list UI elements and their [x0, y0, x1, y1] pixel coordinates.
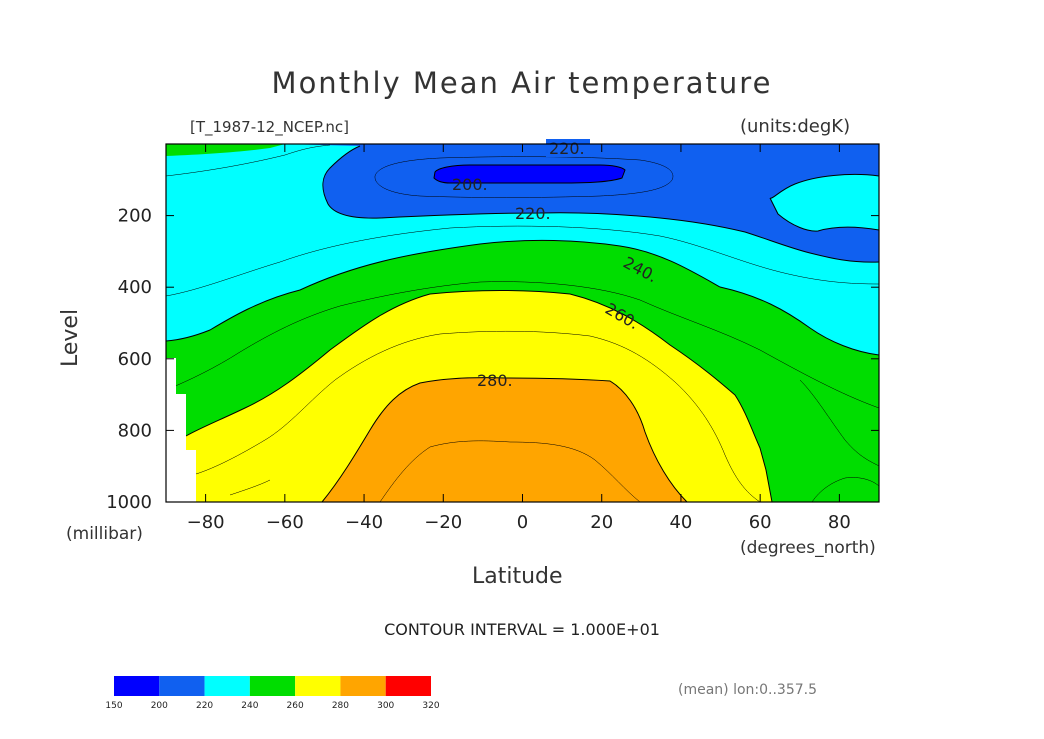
colorbar-level-label: 260 [286, 701, 304, 711]
contour-line-minor-8 [799, 379, 879, 467]
y-tick-label: 800 [118, 420, 152, 441]
units-label: (units:degK) [740, 116, 851, 137]
file-label: [T_1987-12_NCEP.nc] [190, 118, 349, 136]
contour-label-220-top: 220. [549, 139, 585, 158]
chart-title: Monthly Mean Air temperature [271, 66, 773, 100]
colorbar-level-label: 150 [105, 701, 123, 711]
y-tick-label: 400 [118, 277, 152, 298]
contour-line-minor-7 [229, 479, 271, 496]
contour-label-280: 280. [477, 371, 513, 390]
missing-data-region [166, 358, 196, 502]
y-tick-label: 1000 [106, 492, 152, 513]
contour-line-280 [321, 377, 688, 502]
y-tick-label: 200 [118, 206, 152, 227]
contour-line-minor-6 [379, 440, 641, 502]
x-tick-label: 60 [749, 512, 772, 533]
colorbar-swatch [204, 676, 250, 696]
fill-240-260-top [166, 144, 285, 156]
contour-lines-minor [166, 144, 879, 502]
colorbar-swatch [295, 676, 341, 696]
contour-line-200 [433, 164, 626, 184]
colorbar-level-label: 280 [331, 701, 350, 711]
contour-lines [166, 145, 879, 502]
mean-label: (mean) lon:0..357.5 [678, 682, 818, 698]
fill-200-220-a [285, 144, 879, 263]
fill-220-240-pocket [770, 174, 879, 232]
x-axis-units: (degrees_north) [740, 538, 876, 558]
x-tick-label: 80 [828, 512, 851, 533]
contour-label-200: 200. [452, 175, 488, 194]
x-tick-label: −40 [345, 512, 383, 533]
y-axis-units: (millibar) [66, 524, 143, 544]
colorbar-level-label: 200 [150, 701, 168, 711]
contour-line-260 [185, 290, 773, 502]
contour-interval-label: CONTOUR INTERVAL = 1.000E+01 [384, 620, 660, 639]
contour-line-240 [166, 239, 879, 356]
contour-line-minor-9 [811, 477, 879, 502]
contour-line-220-pocket [769, 173, 879, 232]
colorbar-level-label: 300 [377, 701, 395, 711]
colorbar-swatch [159, 676, 205, 696]
colorbar-level-label: 240 [241, 701, 259, 711]
contour-line-minor-2 [374, 156, 674, 198]
colorbar-swatch [385, 676, 431, 696]
colorbar-level-label: 220 [195, 701, 214, 711]
colorbar-swatch [249, 676, 296, 696]
colorbar-swatch [114, 676, 160, 696]
x-tick-label: −60 [266, 512, 304, 533]
x-tick-label: −20 [424, 512, 462, 533]
colorbar-level-label: 320 [422, 701, 440, 711]
fill-150-200 [434, 165, 625, 183]
x-tick-label: 20 [590, 512, 613, 533]
contour-line-minor-1 [166, 144, 331, 177]
contour-line-minor-3 [166, 225, 879, 297]
colorbar-swatch [340, 676, 386, 696]
axis-ticks: −80 −60 −40 −20 0 20 40 60 80 200 400 600 800 1000 [106, 144, 879, 533]
contour-label-220: 220. [515, 204, 551, 223]
fill-280-300 [322, 377, 687, 502]
contour-line-220 [322, 145, 879, 263]
x-axis-title: Latitude [472, 564, 563, 589]
colorbar [114, 676, 431, 696]
x-tick-label: 0 [517, 512, 528, 533]
x-tick-label: 40 [669, 512, 692, 533]
y-tick-label: 600 [118, 349, 152, 370]
contour-line-minor-4 [166, 281, 879, 409]
x-tick-label: −80 [187, 512, 225, 533]
contour-fill-layer [166, 144, 879, 502]
contour-line-minor-5 [195, 330, 761, 502]
